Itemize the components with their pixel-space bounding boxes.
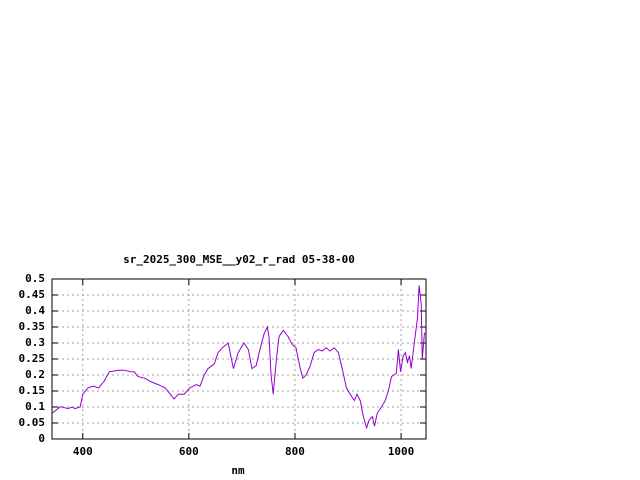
y-tick-label: 0.35 bbox=[19, 320, 46, 333]
y-tick-label: 0.45 bbox=[19, 288, 46, 301]
y-tick-label: 0.15 bbox=[19, 384, 46, 397]
chart-title: sr_2025_300_MSE__y02_r_rad 05-38-00 bbox=[123, 253, 355, 266]
x-axis-label: nm bbox=[231, 464, 245, 477]
x-tick-label: 600 bbox=[179, 445, 199, 458]
y-tick-label: 0 bbox=[38, 432, 45, 445]
data-line bbox=[51, 285, 426, 430]
x-tick-label: 400 bbox=[73, 445, 93, 458]
y-tick-label: 0.05 bbox=[19, 416, 46, 429]
x-tick-label: 1000 bbox=[388, 445, 415, 458]
x-tick-label: 800 bbox=[285, 445, 305, 458]
y-tick-label: 0.5 bbox=[25, 272, 45, 285]
y-tick-label: 0.2 bbox=[25, 368, 45, 381]
y-tick-label: 0.1 bbox=[25, 400, 45, 413]
plot-border bbox=[51, 278, 427, 440]
y-tick-label: 0.3 bbox=[25, 336, 45, 349]
y-tick-label: 0.25 bbox=[19, 352, 46, 365]
y-tick-label: 0.4 bbox=[25, 304, 45, 317]
